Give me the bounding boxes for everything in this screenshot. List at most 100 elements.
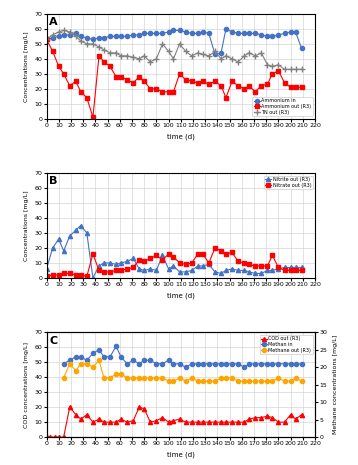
Methan in: [108, 354, 112, 359]
TN out (R3): [200, 52, 205, 57]
Methane out (R3): [142, 375, 146, 380]
COD out (R3): [114, 419, 118, 425]
Nitrate out (R3): [57, 272, 61, 278]
Methane out (R3): [148, 375, 153, 380]
Methane out (R3): [282, 379, 287, 384]
TN out (R3): [78, 38, 83, 44]
Ammonium out (R3): [200, 79, 205, 84]
Nitrite out (R3): [62, 248, 66, 254]
Ammonium in: [184, 29, 188, 35]
Legend: Nitrite out (R3), Nitrate out (R3): Nitrite out (R3), Nitrate out (R3): [264, 176, 313, 189]
Ammonium out (R3): [224, 95, 228, 100]
Ammonium out (R3): [207, 81, 211, 87]
Nitrite out (R3): [78, 223, 83, 228]
Nitrite out (R3): [236, 268, 240, 273]
Nitrate out (R3): [213, 245, 217, 251]
Methan in: [259, 361, 263, 366]
Ammonium in: [160, 31, 165, 36]
Methan in: [265, 361, 270, 366]
COD out (R3): [253, 415, 257, 420]
Nitrate out (R3): [289, 268, 293, 273]
Methane out (R3): [91, 365, 95, 370]
TN out (R3): [84, 41, 89, 46]
Ammonium out (R3): [247, 83, 251, 88]
Nitrate out (R3): [236, 259, 240, 264]
Methan in: [97, 347, 101, 352]
Ammonium in: [299, 46, 304, 51]
TN out (R3): [289, 66, 293, 72]
Nitrate out (R3): [142, 259, 146, 264]
COD out (R3): [247, 416, 251, 422]
Ammonium in: [224, 26, 228, 32]
Methan in: [102, 354, 106, 359]
Ammonium out (R3): [74, 79, 78, 84]
Methan in: [62, 361, 66, 366]
Nitrite out (R3): [200, 263, 205, 269]
TN out (R3): [242, 53, 246, 59]
Ammonium in: [57, 33, 61, 39]
Nitrate out (R3): [91, 251, 95, 257]
Methane out (R3): [207, 379, 211, 384]
Ammonium out (R3): [282, 80, 287, 86]
TN out (R3): [276, 62, 281, 67]
Nitrate out (R3): [293, 268, 297, 273]
TN out (R3): [184, 48, 188, 54]
Ammonium out (R3): [219, 83, 223, 88]
COD out (R3): [142, 406, 146, 412]
Nitrate out (R3): [253, 263, 257, 269]
TN out (R3): [253, 53, 257, 59]
Nitrite out (R3): [270, 268, 275, 273]
Line: Methan in: Methan in: [62, 344, 304, 369]
Ammonium out (R3): [114, 74, 118, 80]
Ammonium in: [219, 50, 223, 56]
COD out (R3): [154, 418, 159, 424]
X-axis label: time (d): time (d): [167, 292, 195, 299]
Ammonium out (R3): [259, 83, 263, 88]
Line: Nitrate out (R3): Nitrate out (R3): [44, 246, 304, 279]
Methan in: [78, 354, 83, 359]
Nitrate out (R3): [242, 260, 246, 266]
Nitrite out (R3): [57, 236, 61, 242]
TN out (R3): [44, 37, 49, 42]
Ammonium out (R3): [190, 79, 194, 84]
TN out (R3): [299, 66, 304, 72]
Ammonium out (R3): [131, 80, 135, 86]
Methane out (R3): [171, 379, 176, 384]
Nitrite out (R3): [91, 275, 95, 281]
Line: Nitrite out (R3): Nitrite out (R3): [44, 224, 304, 280]
Methan in: [148, 358, 153, 363]
Methan in: [270, 361, 275, 366]
Ammonium in: [196, 31, 200, 36]
TN out (R3): [293, 66, 297, 72]
Methane out (R3): [190, 375, 194, 380]
TN out (R3): [142, 53, 146, 59]
Nitrite out (R3): [213, 269, 217, 275]
Nitrate out (R3): [166, 251, 171, 257]
Nitrate out (R3): [207, 260, 211, 266]
Methane out (R3): [184, 379, 188, 384]
Nitrite out (R3): [171, 263, 176, 269]
Methan in: [142, 358, 146, 363]
Nitrate out (R3): [247, 262, 251, 267]
Ammonium in: [213, 52, 217, 57]
Ammonium in: [154, 31, 159, 36]
Methan in: [84, 358, 89, 363]
TN out (R3): [282, 66, 287, 72]
Ammonium out (R3): [236, 83, 240, 88]
COD out (R3): [259, 415, 263, 420]
TN out (R3): [219, 56, 223, 62]
Ammonium out (R3): [148, 86, 153, 92]
Methan in: [224, 361, 228, 366]
Methane out (R3): [74, 368, 78, 373]
Nitrite out (R3): [84, 230, 89, 236]
TN out (R3): [119, 53, 123, 59]
Ammonium out (R3): [154, 86, 159, 92]
Ammonium out (R3): [57, 64, 61, 69]
Ammonium out (R3): [171, 89, 176, 94]
COD out (R3): [270, 415, 275, 420]
Methane out (R3): [293, 375, 297, 380]
Methane out (R3): [242, 379, 246, 384]
COD out (R3): [178, 416, 182, 422]
Ammonium out (R3): [276, 68, 281, 73]
Nitrite out (R3): [154, 268, 159, 273]
